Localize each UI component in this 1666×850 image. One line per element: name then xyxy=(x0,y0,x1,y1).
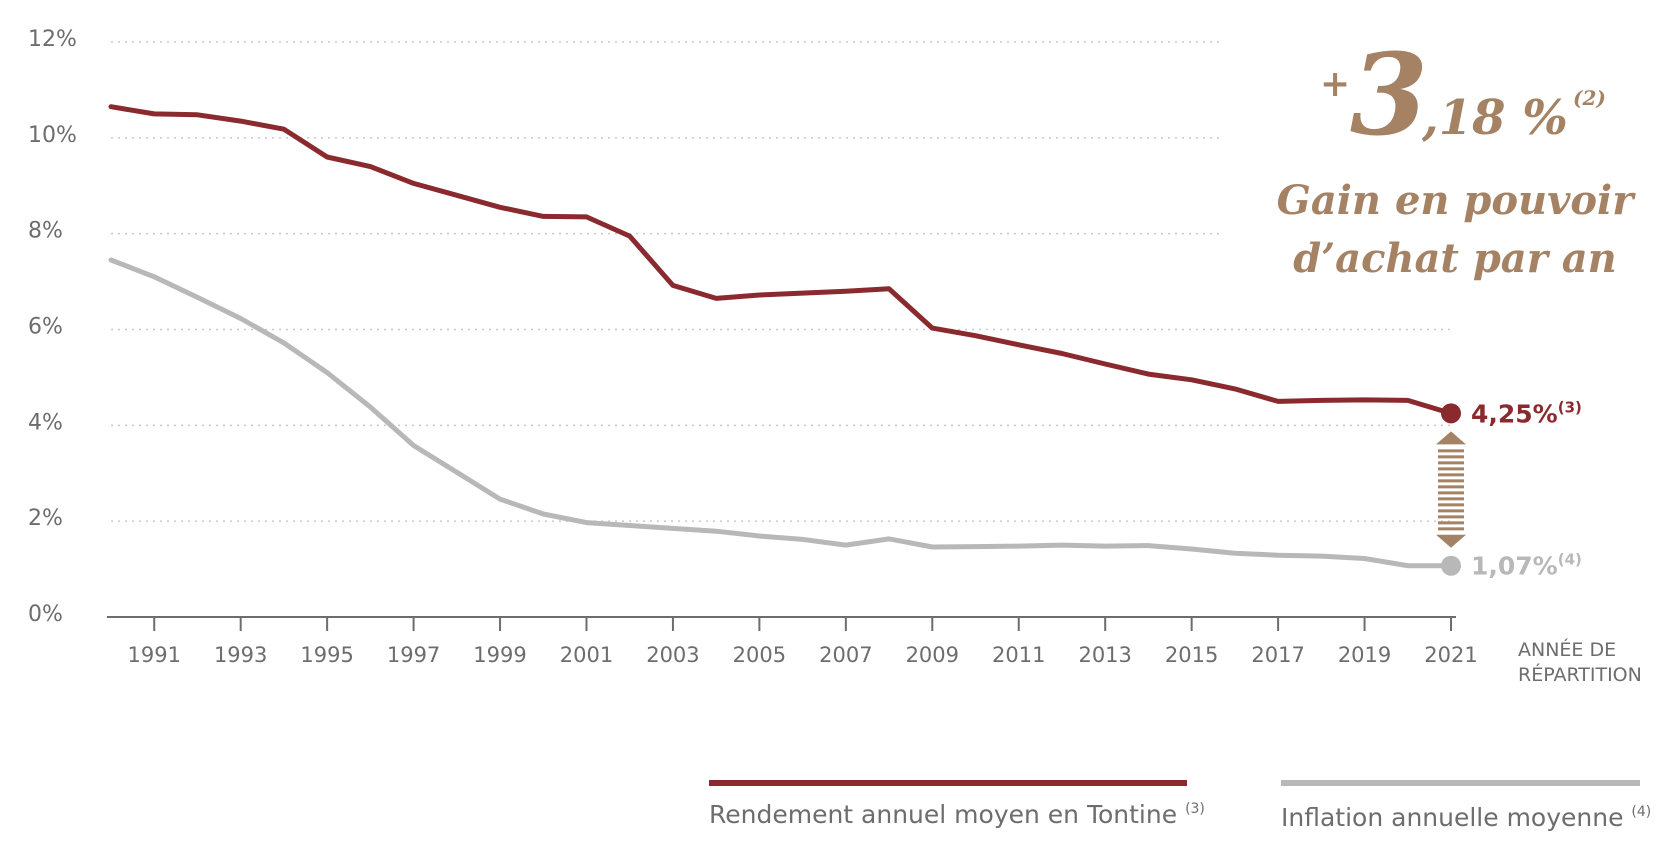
callout-big-number: 3 xyxy=(1350,30,1428,161)
y-tick-label: 2% xyxy=(28,506,63,531)
end-marker-inflation xyxy=(1441,555,1461,576)
legend-label-tontine: Rendement annuel moyen en Tontine (3) xyxy=(709,800,1205,829)
callout-plus: + xyxy=(1320,63,1350,105)
x-tick-label: 1997 xyxy=(387,643,440,667)
y-tick-label: 8% xyxy=(28,219,63,244)
y-tick-label: 4% xyxy=(28,410,63,435)
arrow-dash xyxy=(1438,473,1464,477)
series-lines xyxy=(108,104,1454,569)
arrow-dash xyxy=(1438,455,1464,459)
x-axis-title-line2: RÉPARTITION xyxy=(1518,663,1642,686)
arrow-dash xyxy=(1438,479,1464,483)
line-inflation xyxy=(108,257,1454,569)
x-tick-label: 2013 xyxy=(1078,643,1131,667)
x-axis-title-line1: ANNÉE DE xyxy=(1518,638,1616,661)
arrow-dash xyxy=(1438,485,1464,489)
arrow-dash xyxy=(1438,491,1464,495)
x-tick-label: 2007 xyxy=(819,643,872,667)
gain-arrow xyxy=(1436,431,1466,548)
x-tick-label: 2017 xyxy=(1251,643,1304,667)
end-markers: 1,07%(4) 4,25%(3) xyxy=(1441,398,1582,581)
end-label-inflation: 1,07%(4) xyxy=(1471,551,1582,581)
x-tick-label: 2021 xyxy=(1424,643,1477,667)
x-axis: 1991 1993 1995 1997 1999 2001 2003 2005 2007 2009… xyxy=(107,616,1478,667)
arrow-dash xyxy=(1438,515,1464,519)
legend-label-inflation: Inflation annuelle moyenne (4) xyxy=(1281,803,1651,832)
arrow-head-up xyxy=(1436,431,1466,445)
line-tontine xyxy=(108,104,1454,416)
x-tick-label: 1993 xyxy=(214,643,267,667)
y-tick-label: 0% xyxy=(28,602,63,627)
end-label-tontine: 4,25%(3) xyxy=(1471,398,1582,428)
arrow-dash xyxy=(1438,467,1464,471)
x-tick-label: 2019 xyxy=(1338,643,1391,667)
x-tick-label: 1999 xyxy=(473,643,526,667)
x-tick-label: 2003 xyxy=(646,643,699,667)
y-axis-labels: 0% 2% 4% 6% 8% 10% 12% xyxy=(28,27,77,627)
callout-line2: d’achat par an xyxy=(1293,235,1616,282)
callout-footnote: (2) xyxy=(1573,86,1606,110)
arrow-head-down xyxy=(1436,534,1466,548)
gain-callout: + 3 ,18 % (2) Gain en pouvoir d’achat pa… xyxy=(1277,30,1637,282)
y-tick-label: 6% xyxy=(28,315,63,340)
arrow-dash xyxy=(1438,449,1464,453)
y-tick-label: 12% xyxy=(28,27,77,52)
arrow-dash xyxy=(1438,509,1464,513)
arrow-dash xyxy=(1438,461,1464,465)
y-tick-label: 10% xyxy=(28,123,77,148)
x-tick-label: 1995 xyxy=(300,643,353,667)
callout-decimal: ,18 % xyxy=(1421,90,1568,146)
arrow-dash xyxy=(1438,497,1464,501)
legend-item-tontine: Rendement annuel moyen en Tontine (3) xyxy=(709,780,1205,829)
end-marker-tontine xyxy=(1441,403,1461,424)
arrow-dash xyxy=(1438,527,1464,531)
x-tick-label: 2005 xyxy=(733,643,786,667)
x-tick-label: 2011 xyxy=(992,643,1045,667)
x-axis-title: ANNÉE DE RÉPARTITION xyxy=(1518,638,1642,686)
x-tick-label: 2001 xyxy=(560,643,613,667)
legend: Rendement annuel moyen en Tontine (3) In… xyxy=(709,780,1651,832)
x-tick-label: 2009 xyxy=(906,643,959,667)
x-tick-label: 1991 xyxy=(127,643,180,667)
arrow-dash xyxy=(1438,503,1464,507)
legend-item-inflation: Inflation annuelle moyenne (4) xyxy=(1281,780,1651,832)
gridlines xyxy=(111,41,1451,522)
arrow-dash xyxy=(1438,521,1464,525)
callout-line1: Gain en pouvoir xyxy=(1277,177,1637,224)
x-tick-label: 2015 xyxy=(1165,643,1218,667)
